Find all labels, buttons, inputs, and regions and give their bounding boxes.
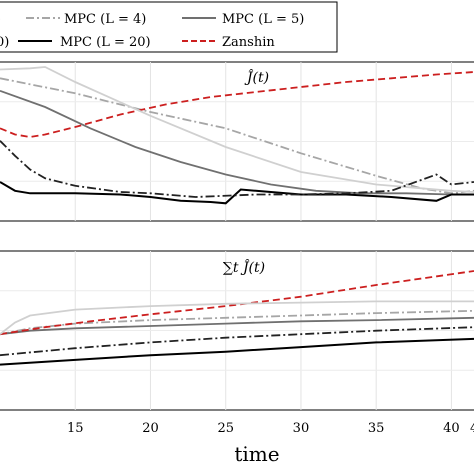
panel-top-frame [0,61,474,222]
legend-label-mpc-l5: MPC (L = 5) [222,12,304,27]
x-tick-label-4: 4 [470,421,474,436]
panel-bottom: ∑t Ĵ(t) [0,250,474,411]
series-line-extra-4 [0,300,474,335]
x-tick-label-40: 40 [443,421,460,436]
legend-label-zanshin: Zanshin [222,35,275,50]
series-line-extra-4 [0,66,474,193]
series-line-mpc-l-5 [0,89,474,196]
series-line-zanshin [0,270,474,336]
series-line-mpc-l-20 [0,337,474,366]
series-line-zanshin [0,71,474,138]
x-tick-labels: 15 20 25 30 35 40 4 [67,421,474,436]
panel-bottom-title: ∑t Ĵ(t) [223,258,265,276]
panel-bottom-frame [0,250,474,411]
panel-top-series [0,66,474,205]
x-tick-label-20: 20 [142,421,159,436]
x-tick-label-35: 35 [368,421,385,436]
series-line-extra-5 [0,326,474,357]
legend-partial-row1: ) [0,12,1,27]
series-line-mpc-l-20 [0,181,474,205]
series-line-extra-5 [0,140,474,198]
x-tick-label-15: 15 [67,421,84,436]
series-line-mpc-l-4 [0,77,474,195]
series-line-mpc-l-5 [0,316,474,336]
panel-top: Ĵ(t) [0,61,474,222]
legend-partial-row2: 0) [0,35,9,50]
x-axis-label: time [234,442,279,466]
legend-label-mpc-l20: MPC (L = 20) [60,35,151,50]
legend-label-mpc-l4: MPC (L = 4) [64,12,146,27]
x-tick-label-30: 30 [293,421,310,436]
panel-bottom-series [0,270,474,366]
x-tick-label-25: 25 [217,421,234,436]
panel-top-title: Ĵ(t) [244,68,269,86]
legend-frame [0,1,338,53]
legend: ) 0) MPC (L = 4) MPC (L = 5) MPC (L = 20… [0,1,338,53]
